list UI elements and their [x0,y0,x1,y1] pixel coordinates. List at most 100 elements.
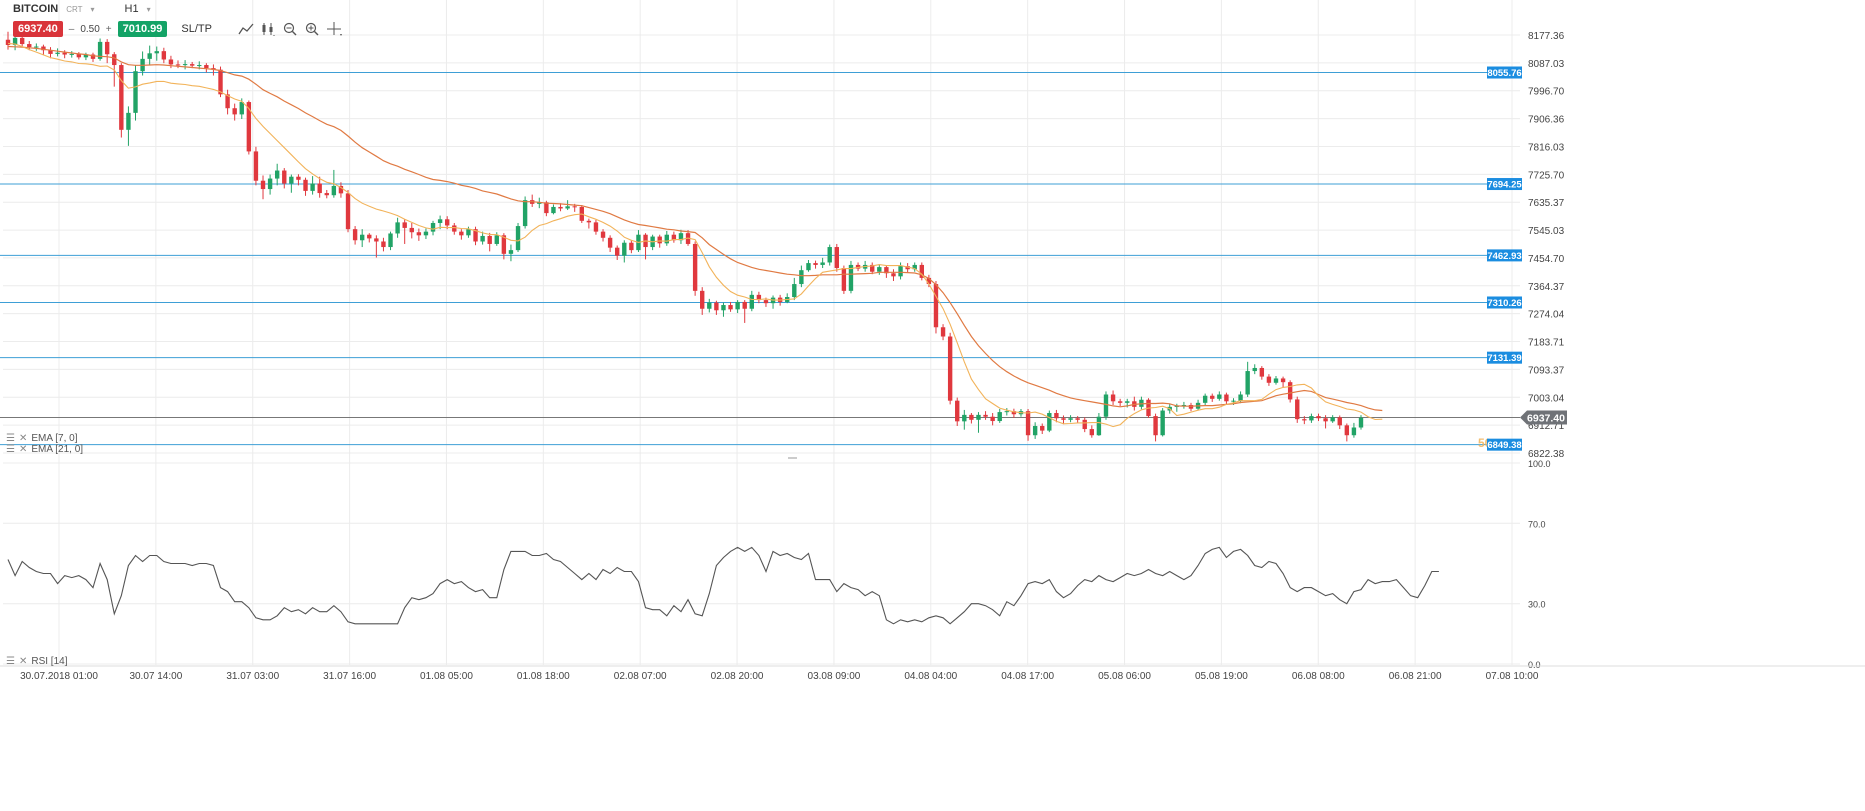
ema21-legend[interactable]: ☰ ✕ EMA [21, 0] [6,444,84,455]
candle-body[interactable] [700,290,705,309]
candle-body[interactable] [1330,417,1335,422]
candle-body[interactable] [827,247,832,263]
candle-body[interactable] [678,233,684,241]
candle-body[interactable] [664,234,669,244]
candle-body[interactable] [1217,394,1222,399]
candle-body[interactable] [1096,416,1102,436]
candle-body[interactable] [494,235,499,244]
candle-body[interactable] [501,235,507,254]
candle-body[interactable] [962,414,967,422]
candle-body[interactable] [225,94,230,109]
symbol-name[interactable]: BITCOIN [13,3,59,15]
candle-body[interactable] [1231,400,1236,402]
volume-value[interactable]: 0.50 [80,23,100,35]
candle-body[interactable] [572,206,577,208]
candle-body[interactable] [409,227,414,233]
candle-body[interactable] [317,183,322,194]
candle-body[interactable] [1273,378,1279,383]
candle-body[interactable] [515,226,521,251]
candle-body[interactable] [1295,399,1300,420]
candle-body[interactable] [1280,378,1286,383]
candle-body[interactable] [940,327,946,337]
candle-body[interactable] [352,229,358,241]
candle-body[interactable] [1047,413,1052,431]
candle-body[interactable] [416,232,422,236]
candle-body[interactable] [976,414,981,420]
rsi-legend[interactable]: ☰ ✕ RSI [14] [6,656,68,667]
candle-body[interactable] [367,234,372,239]
candle-body[interactable] [90,54,96,59]
candle-body[interactable] [267,178,273,190]
candle-body[interactable] [154,51,159,54]
candle-body[interactable] [41,46,46,51]
candle-body[interactable] [1004,411,1010,413]
candle-body[interactable] [19,37,25,45]
candle-body[interactable] [891,273,896,277]
candle-body[interactable] [76,53,82,58]
candle-body[interactable] [1054,413,1059,419]
candle-body[interactable] [834,247,839,269]
candle-body[interactable] [1316,416,1321,419]
candle-body[interactable] [947,336,953,401]
candle-body[interactable] [83,54,89,58]
candle-body[interactable] [331,185,337,196]
candle-body[interactable] [912,264,917,270]
candle-body[interactable] [544,202,549,214]
candle-body[interactable] [182,64,188,66]
candle-body[interactable] [12,37,18,45]
candle-body[interactable] [381,241,386,248]
candle-body[interactable] [402,222,407,228]
candle-body[interactable] [112,54,117,66]
candle-body[interactable] [1068,418,1073,420]
close-icon[interactable]: ✕ [18,433,28,444]
candle-body[interactable] [232,108,237,115]
candle-body[interactable] [430,222,436,232]
candle-body[interactable] [1351,427,1357,436]
menu-icon[interactable]: ☰ [6,656,15,667]
candle-body[interactable] [522,200,528,227]
candle-body[interactable] [1110,394,1116,402]
candle-body[interactable] [55,52,60,54]
candle-body[interactable] [763,300,769,304]
price-level-tag[interactable] [1487,249,1522,262]
candle-body[interactable] [742,301,747,309]
candle-body[interactable] [5,39,11,45]
ema7-legend[interactable]: ☰ ✕ EMA [7, 0] [6,433,78,444]
candle-body[interactable] [1089,429,1095,436]
candle-body[interactable] [1238,394,1243,401]
candle-body[interactable] [558,206,563,209]
candle-body[interactable] [1266,376,1272,383]
candle-body[interactable] [884,267,889,274]
candle-body[interactable] [296,176,301,180]
candle-body[interactable] [593,222,599,232]
candle-body[interactable] [756,294,762,301]
candle-body[interactable] [1040,425,1045,431]
candle-body[interactable] [1210,395,1215,399]
line-chart-icon[interactable] [238,22,254,36]
candle-body[interactable] [310,183,315,191]
crosshair-icon[interactable] [326,22,342,36]
candle-body[interactable] [161,51,167,60]
price-level-tag[interactable] [1487,438,1522,451]
candle-body[interactable] [1160,410,1165,436]
candle-body[interactable] [239,102,244,115]
increase-button[interactable]: + [105,23,112,35]
candle-body[interactable] [69,53,74,55]
candle-body[interactable] [813,263,818,265]
candle-body[interactable] [274,170,280,179]
candle-body[interactable] [126,112,131,130]
candle-body[interactable] [841,268,847,291]
candle-body[interactable] [615,247,620,256]
price-level-tag[interactable] [1487,178,1522,191]
candle-body[interactable] [1252,367,1257,372]
candle-body[interactable] [246,102,252,152]
candle-body[interactable] [260,180,266,190]
candle-body[interactable] [282,170,287,184]
candle-body[interactable] [359,234,365,241]
buy-button[interactable]: 7010.99 [117,21,168,37]
candle-body[interactable] [508,250,514,254]
candle-body[interactable] [657,236,662,244]
sell-button[interactable]: 6937.40 [13,21,63,37]
menu-icon[interactable]: ☰ [6,433,15,444]
candle-body[interactable] [338,185,344,194]
